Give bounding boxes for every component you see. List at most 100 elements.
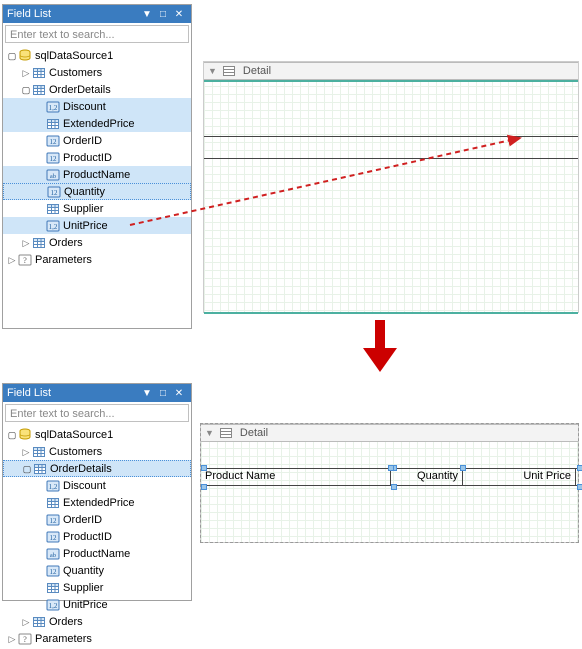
expand-icon[interactable] xyxy=(21,85,31,95)
ruler-line xyxy=(204,158,578,159)
expand-icon[interactable] xyxy=(7,634,17,644)
tree-node-parameters[interactable]: Parameters xyxy=(3,630,191,647)
dropdown-icon[interactable]: ▼ xyxy=(139,7,155,21)
search-input[interactable]: Enter text to search... xyxy=(5,25,189,43)
dropdown-icon[interactable]: ▼ xyxy=(139,386,155,400)
abc-icon xyxy=(45,547,61,561)
tree-node-label: Customers xyxy=(49,67,102,79)
selection-handle[interactable] xyxy=(577,484,582,490)
tree-node-label: Supplier xyxy=(63,582,103,594)
expand-icon[interactable] xyxy=(21,238,31,248)
flow-arrow-icon xyxy=(363,320,397,372)
tree-node-label: Quantity xyxy=(63,565,104,577)
int-icon xyxy=(45,513,61,527)
panel-titlebar[interactable]: Field List ▼ □ ✕ xyxy=(3,384,191,402)
table-icon xyxy=(31,236,47,250)
tree-node-label: ExtendedPrice xyxy=(63,497,135,509)
param-icon xyxy=(17,632,33,646)
tree-node-label: Customers xyxy=(49,446,102,458)
tree-node-sqldatasource1[interactable]: sqlDataSource1 xyxy=(3,47,191,64)
param-icon xyxy=(17,253,33,267)
num-icon xyxy=(45,598,61,612)
tree-node-orderid[interactable]: OrderID xyxy=(3,132,191,149)
tree-node-label: sqlDataSource1 xyxy=(35,429,113,441)
selection-handle[interactable] xyxy=(391,484,397,490)
expand-icon[interactable] xyxy=(21,617,31,627)
expand-icon[interactable] xyxy=(7,430,17,440)
tree-node-label: ProductID xyxy=(63,531,112,543)
tree-node-quantity[interactable]: Quantity xyxy=(3,183,191,200)
tree-node-label: Discount xyxy=(63,480,106,492)
tree-node-productname[interactable]: ProductName xyxy=(3,166,191,183)
tree-node-customers[interactable]: Customers xyxy=(3,443,191,460)
selection-handle[interactable] xyxy=(577,465,582,471)
selection-handle[interactable] xyxy=(460,465,466,471)
collapse-icon[interactable]: ▼ xyxy=(208,66,217,76)
tree-node-extendedprice[interactable]: ExtendedPrice xyxy=(3,494,191,511)
int-icon xyxy=(45,530,61,544)
db-icon xyxy=(17,49,33,63)
tree-node-productid[interactable]: ProductID xyxy=(3,149,191,166)
detail-band-header[interactable]: ▼ Detail xyxy=(201,424,578,442)
expand-icon[interactable] xyxy=(7,255,17,265)
tree-node-unitprice[interactable]: UnitPrice xyxy=(3,217,191,234)
tree-node-label: OrderID xyxy=(63,514,102,526)
table-cell-product-name[interactable]: Product Name xyxy=(201,469,391,485)
selection-handle[interactable] xyxy=(201,465,207,471)
report-designer-before[interactable]: ▼ Detail xyxy=(203,61,579,313)
table-cell-quantity[interactable]: Quantity xyxy=(391,469,463,485)
collapse-icon[interactable]: ▼ xyxy=(205,428,214,438)
tree-node-label: ProductID xyxy=(63,152,112,164)
maximize-icon[interactable]: □ xyxy=(155,7,171,21)
tree-node-label: Parameters xyxy=(35,633,92,645)
table-icon xyxy=(45,581,61,595)
tree-node-discount[interactable]: Discount xyxy=(3,98,191,115)
tree-node-label: ProductName xyxy=(63,548,130,560)
tree-node-extendedprice[interactable]: ExtendedPrice xyxy=(3,115,191,132)
tree-node-customers[interactable]: Customers xyxy=(3,64,191,81)
tree-node-orders[interactable]: Orders xyxy=(3,613,191,630)
expand-icon[interactable] xyxy=(7,51,17,61)
report-designer-after[interactable]: ▼ Detail Product NameQuantityUnit Price xyxy=(200,423,579,543)
table-icon xyxy=(45,202,61,216)
panel-title: Field List xyxy=(7,387,139,399)
tree-node-label: UnitPrice xyxy=(63,599,108,611)
ruler-line xyxy=(204,136,578,137)
search-input[interactable]: Enter text to search... xyxy=(5,404,189,422)
close-icon[interactable]: ✕ xyxy=(171,386,187,400)
tree-node-orderdetails[interactable]: OrderDetails xyxy=(3,460,191,477)
expand-icon[interactable] xyxy=(22,464,32,474)
tree-node-supplier[interactable]: Supplier xyxy=(3,579,191,596)
tree-node-supplier[interactable]: Supplier xyxy=(3,200,191,217)
tree-node-sqldatasource1[interactable]: sqlDataSource1 xyxy=(3,426,191,443)
detail-band-header[interactable]: ▼ Detail xyxy=(204,62,578,80)
table-icon xyxy=(45,117,61,131)
selection-handle[interactable] xyxy=(388,465,394,471)
tree-node-orderdetails[interactable]: OrderDetails xyxy=(3,81,191,98)
selection-handle[interactable] xyxy=(201,484,207,490)
detail-band-area[interactable] xyxy=(204,80,578,314)
detail-icon xyxy=(218,426,234,440)
tree-node-productid[interactable]: ProductID xyxy=(3,528,191,545)
tree-node-unitprice[interactable]: UnitPrice xyxy=(3,596,191,613)
close-icon[interactable]: ✕ xyxy=(171,7,187,21)
expand-icon[interactable] xyxy=(21,447,31,457)
tree-node-orders[interactable]: Orders xyxy=(3,234,191,251)
tree-node-orderid[interactable]: OrderID xyxy=(3,511,191,528)
tree-node-parameters[interactable]: Parameters xyxy=(3,251,191,268)
detail-icon xyxy=(221,64,237,78)
table-icon xyxy=(31,445,47,459)
tree-node-productname[interactable]: ProductName xyxy=(3,545,191,562)
tree-node-label: OrderDetails xyxy=(50,463,112,475)
maximize-icon[interactable]: □ xyxy=(155,386,171,400)
tree-node-label: Quantity xyxy=(64,186,105,198)
db-icon xyxy=(17,428,33,442)
tree-node-discount[interactable]: Discount xyxy=(3,477,191,494)
expand-icon[interactable] xyxy=(21,68,31,78)
tree-node-label: OrderID xyxy=(63,135,102,147)
tree-node-quantity[interactable]: Quantity xyxy=(3,562,191,579)
field-tree: sqlDataSource1 Customers OrderDetails Disco… xyxy=(3,424,191,649)
panel-titlebar[interactable]: Field List ▼ □ ✕ xyxy=(3,5,191,23)
detail-label: Detail xyxy=(240,427,268,439)
table-cell-unit-price[interactable]: Unit Price xyxy=(463,469,576,485)
